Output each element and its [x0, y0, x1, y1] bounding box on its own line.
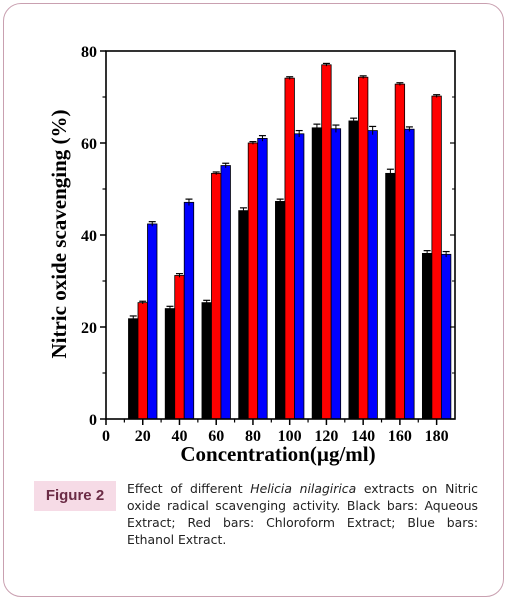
bar-s0-140 — [348, 120, 359, 420]
error-bar-s0-120 — [313, 123, 321, 132]
x-tick-label-120: 120 — [314, 428, 338, 445]
error-bar-s1-120 — [322, 62, 330, 67]
y-tick-label-80: 80 — [81, 44, 97, 61]
bar-s2-120 — [330, 128, 342, 420]
error-bar-s0-40 — [166, 305, 174, 311]
bar-s0-160 — [385, 172, 396, 420]
bar-s2-80 — [257, 137, 268, 420]
y-tick-label-20: 20 — [81, 320, 97, 337]
error-bar-s1-80 — [249, 141, 257, 145]
bar-s0-100 — [275, 201, 286, 420]
bars-layer — [128, 62, 452, 420]
error-bar-s2-20 — [148, 221, 156, 227]
x-tick-label-180: 180 — [425, 428, 449, 445]
bar-s1-100 — [284, 77, 295, 420]
bar-s0-40 — [164, 308, 176, 420]
bar-s1-120 — [321, 64, 332, 420]
error-bar-s2-40 — [185, 198, 193, 206]
error-bar-s1-140 — [359, 75, 367, 79]
error-bar-s1-100 — [286, 76, 294, 80]
bar-s2-20 — [147, 223, 158, 420]
error-bar-s2-120 — [332, 124, 340, 133]
error-bar-s0-80 — [239, 207, 247, 214]
x-tick-label-20: 20 — [135, 428, 151, 445]
y-tick-label-60: 60 — [81, 136, 97, 153]
error-bar-s1-40 — [175, 273, 183, 278]
caption-text-after: extracts on Nitric oxide radical scaveng… — [127, 481, 478, 547]
error-bar-s2-180 — [442, 250, 450, 258]
x-tick-label-60: 60 — [208, 428, 224, 445]
bar-s1-180 — [431, 95, 442, 420]
x-tick-label-140: 140 — [351, 428, 375, 445]
bar-s0-60 — [201, 302, 212, 420]
error-bar-s1-180 — [433, 94, 441, 98]
x-tick-label-100: 100 — [278, 428, 302, 445]
x-tick-label-80: 80 — [245, 428, 261, 445]
error-bar-s2-140 — [369, 125, 377, 135]
error-bar-s0-60 — [203, 299, 211, 305]
bar-s2-180 — [440, 253, 452, 420]
error-bar-s2-160 — [405, 126, 413, 132]
error-bar-s1-160 — [396, 82, 404, 86]
error-bar-s1-60 — [212, 171, 220, 175]
bar-s0-80 — [238, 210, 249, 420]
caption-species: Helicia nilagirica — [250, 481, 357, 496]
bar-s1-20 — [137, 302, 148, 420]
error-bar-s2-80 — [258, 135, 266, 142]
error-bar-s0-160 — [386, 168, 394, 178]
figure-label: Figure 2 — [34, 481, 116, 511]
x-tick-label-160: 160 — [388, 428, 412, 445]
error-bar-s2-60 — [222, 162, 230, 168]
x-tick-label-40: 40 — [171, 428, 187, 445]
error-bar-s0-140 — [350, 117, 358, 124]
y-axis-label: Nitric oxide scavenging (%) — [47, 109, 71, 358]
bar-s2-40 — [183, 201, 195, 420]
bar-s1-160 — [394, 83, 406, 420]
y-tick-label-0: 0 — [89, 412, 97, 429]
y-tick-label-40: 40 — [81, 228, 97, 245]
bar-s2-140 — [367, 130, 378, 420]
error-bar-s0-180 — [423, 250, 431, 257]
bar-s1-140 — [358, 76, 369, 420]
bar-s1-40 — [174, 275, 185, 420]
bar-s0-20 — [128, 318, 139, 420]
x-axis-label: Concentration(µg/ml) — [180, 442, 375, 466]
figure-caption: Effect of different Helicia nilagirica e… — [127, 480, 478, 548]
bar-s0-120 — [311, 127, 323, 420]
error-bar-s0-20 — [129, 315, 137, 322]
axes-layer: 0 20 40 60 80 0 20 40 60 80 100 120 140 160 180 — [81, 44, 456, 445]
bar-s0-180 — [421, 252, 433, 420]
bar-s2-60 — [220, 165, 231, 420]
caption-text-before: Effect of different — [127, 481, 251, 496]
x-tick-label-0: 0 — [102, 428, 110, 445]
bar-s2-160 — [404, 128, 415, 420]
error-bar-s2-100 — [295, 129, 303, 138]
bar-s1-60 — [211, 172, 222, 420]
figure-frame — [3, 3, 504, 597]
error-bar-s0-100 — [276, 198, 284, 204]
error-bar-s1-20 — [139, 300, 147, 304]
bar-s2-100 — [294, 133, 305, 420]
bar-s1-80 — [247, 142, 259, 420]
